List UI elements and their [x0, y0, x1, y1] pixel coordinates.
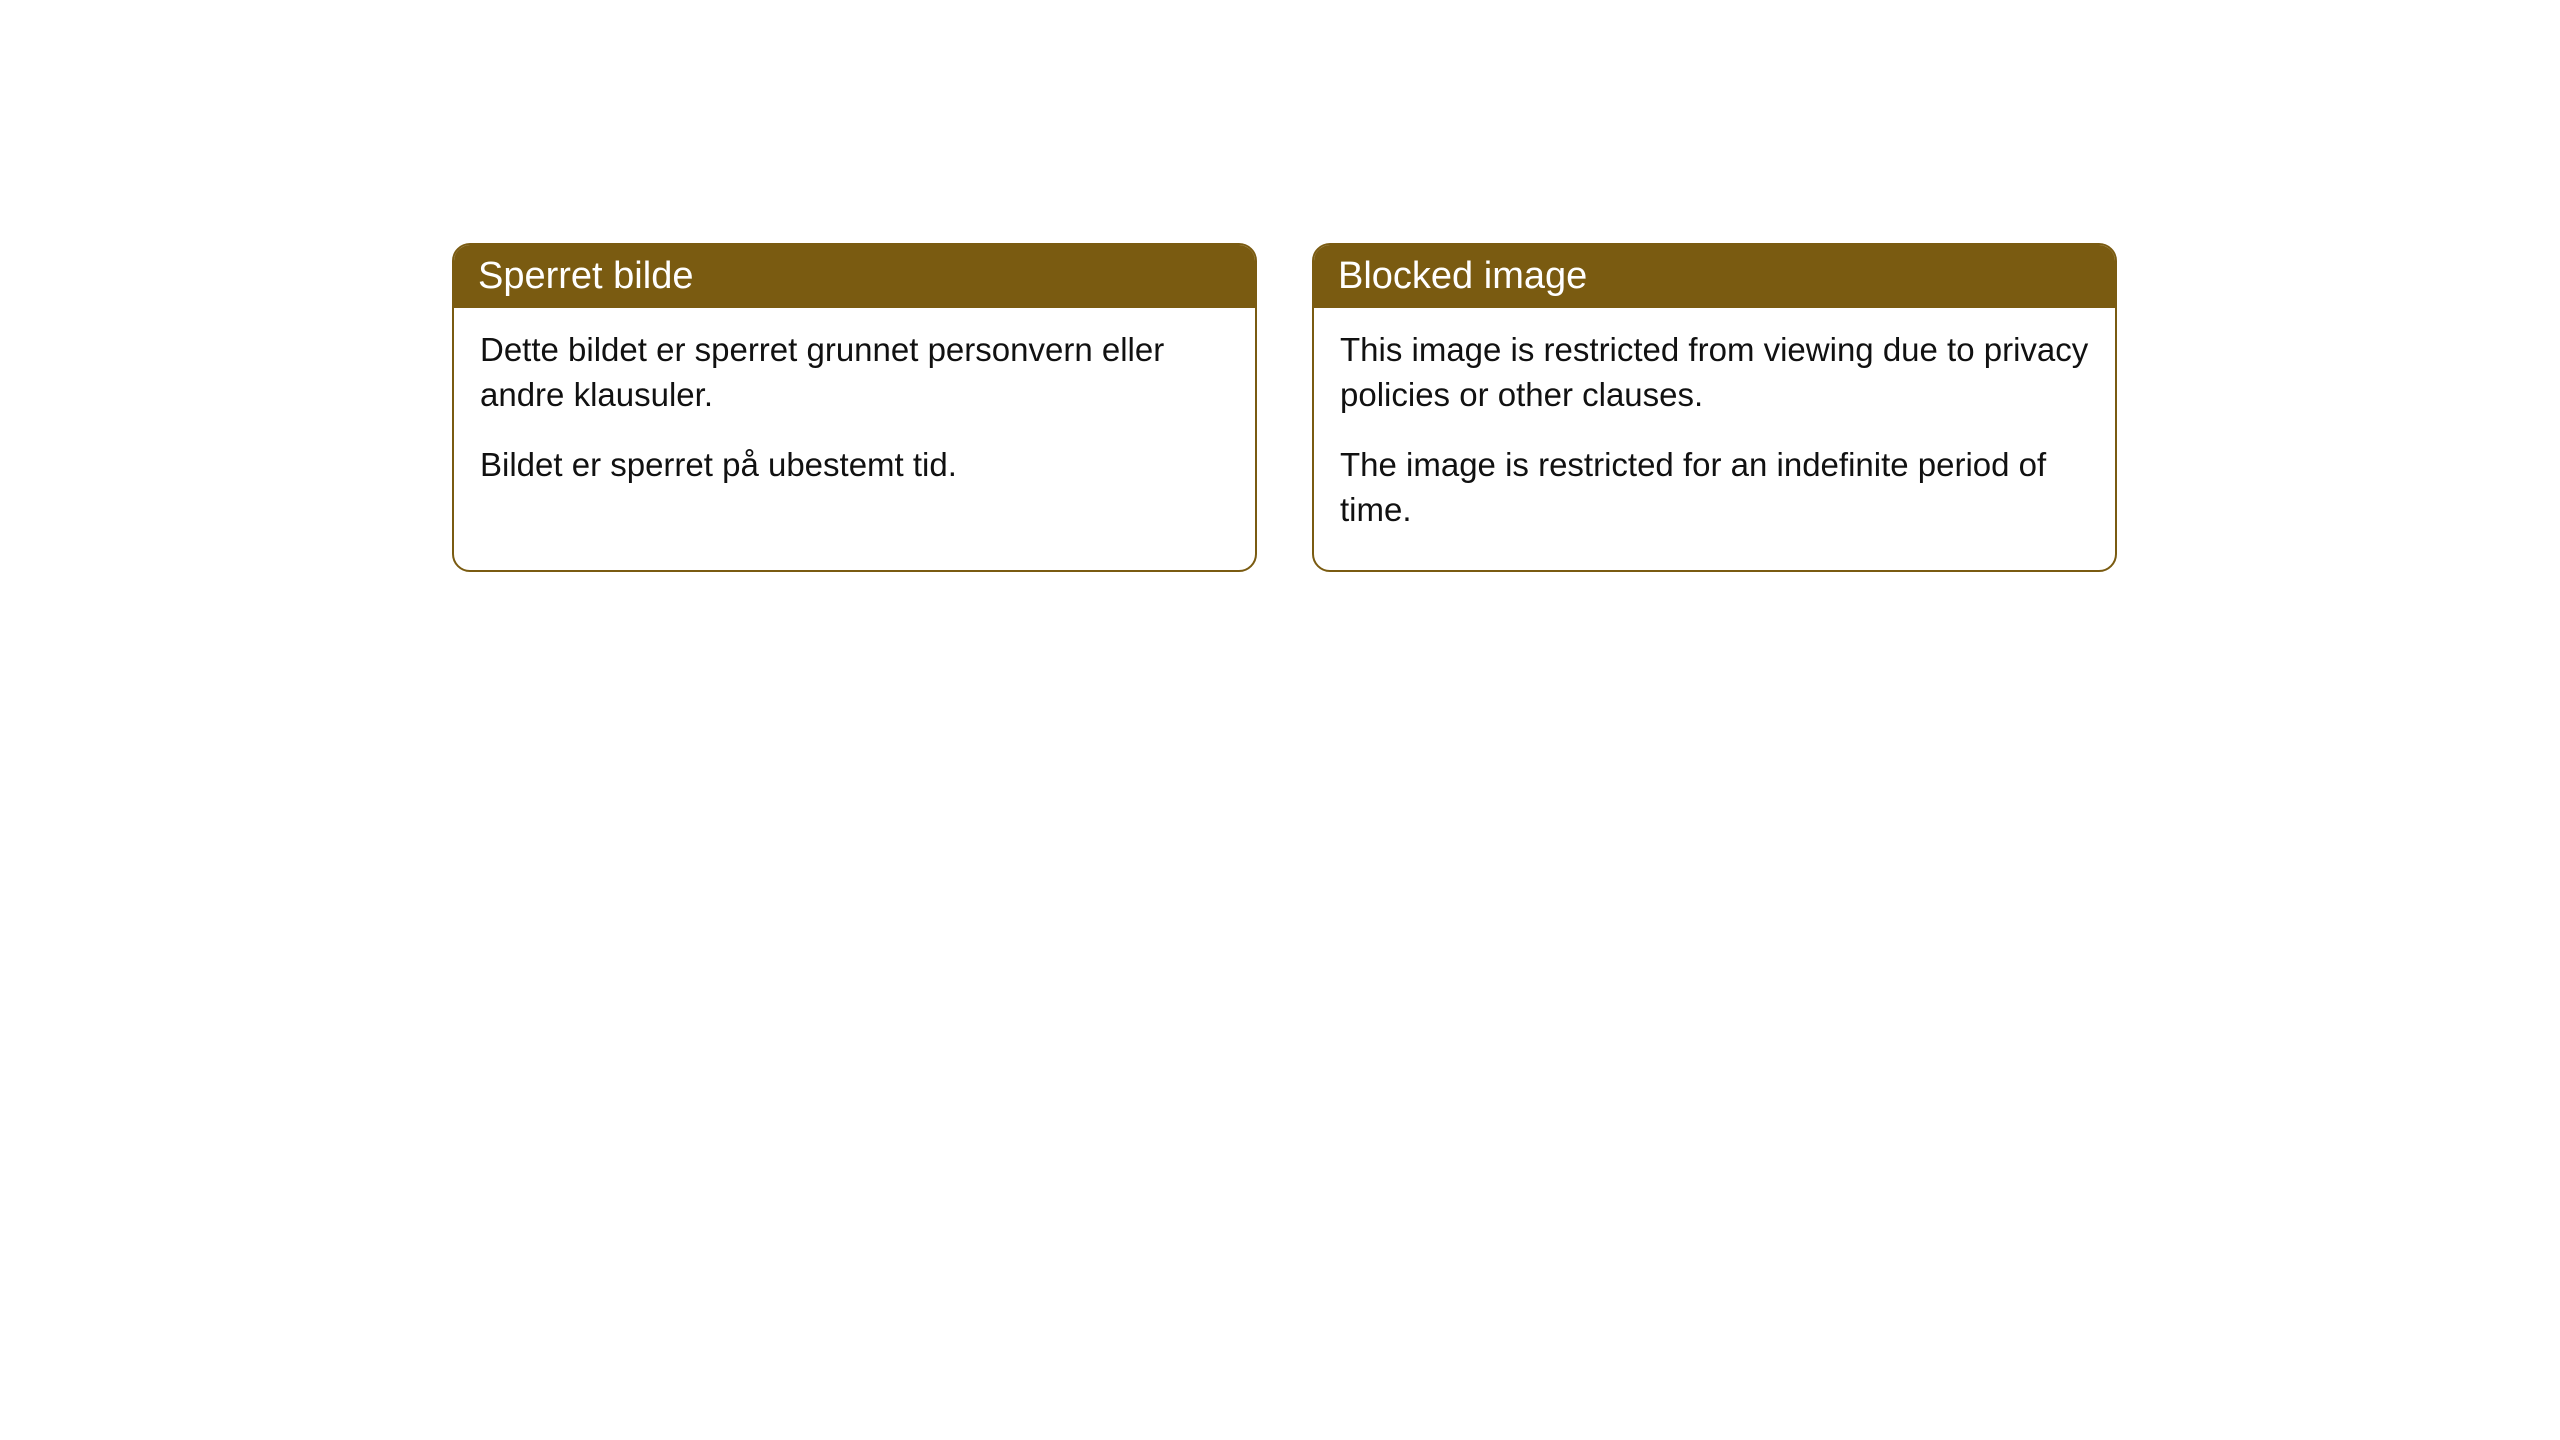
card-header-en: Blocked image — [1314, 245, 2115, 308]
card-header-no: Sperret bilde — [454, 245, 1255, 308]
card-paragraph-2-no: Bildet er sperret på ubestemt tid. — [480, 443, 1229, 488]
blocked-image-card-en: Blocked image This image is restricted f… — [1312, 243, 2117, 572]
blocked-image-card-no: Sperret bilde Dette bildet er sperret gr… — [452, 243, 1257, 572]
card-title-en: Blocked image — [1338, 255, 1587, 297]
card-paragraph-1-no: Dette bildet er sperret grunnet personve… — [480, 328, 1229, 417]
card-paragraph-1-en: This image is restricted from viewing du… — [1340, 328, 2089, 417]
card-paragraph-2-en: The image is restricted for an indefinit… — [1340, 443, 2089, 532]
card-title-no: Sperret bilde — [478, 255, 693, 297]
card-body-no: Dette bildet er sperret grunnet personve… — [454, 308, 1255, 526]
card-body-en: This image is restricted from viewing du… — [1314, 308, 2115, 570]
notice-cards-container: Sperret bilde Dette bildet er sperret gr… — [452, 243, 2117, 572]
